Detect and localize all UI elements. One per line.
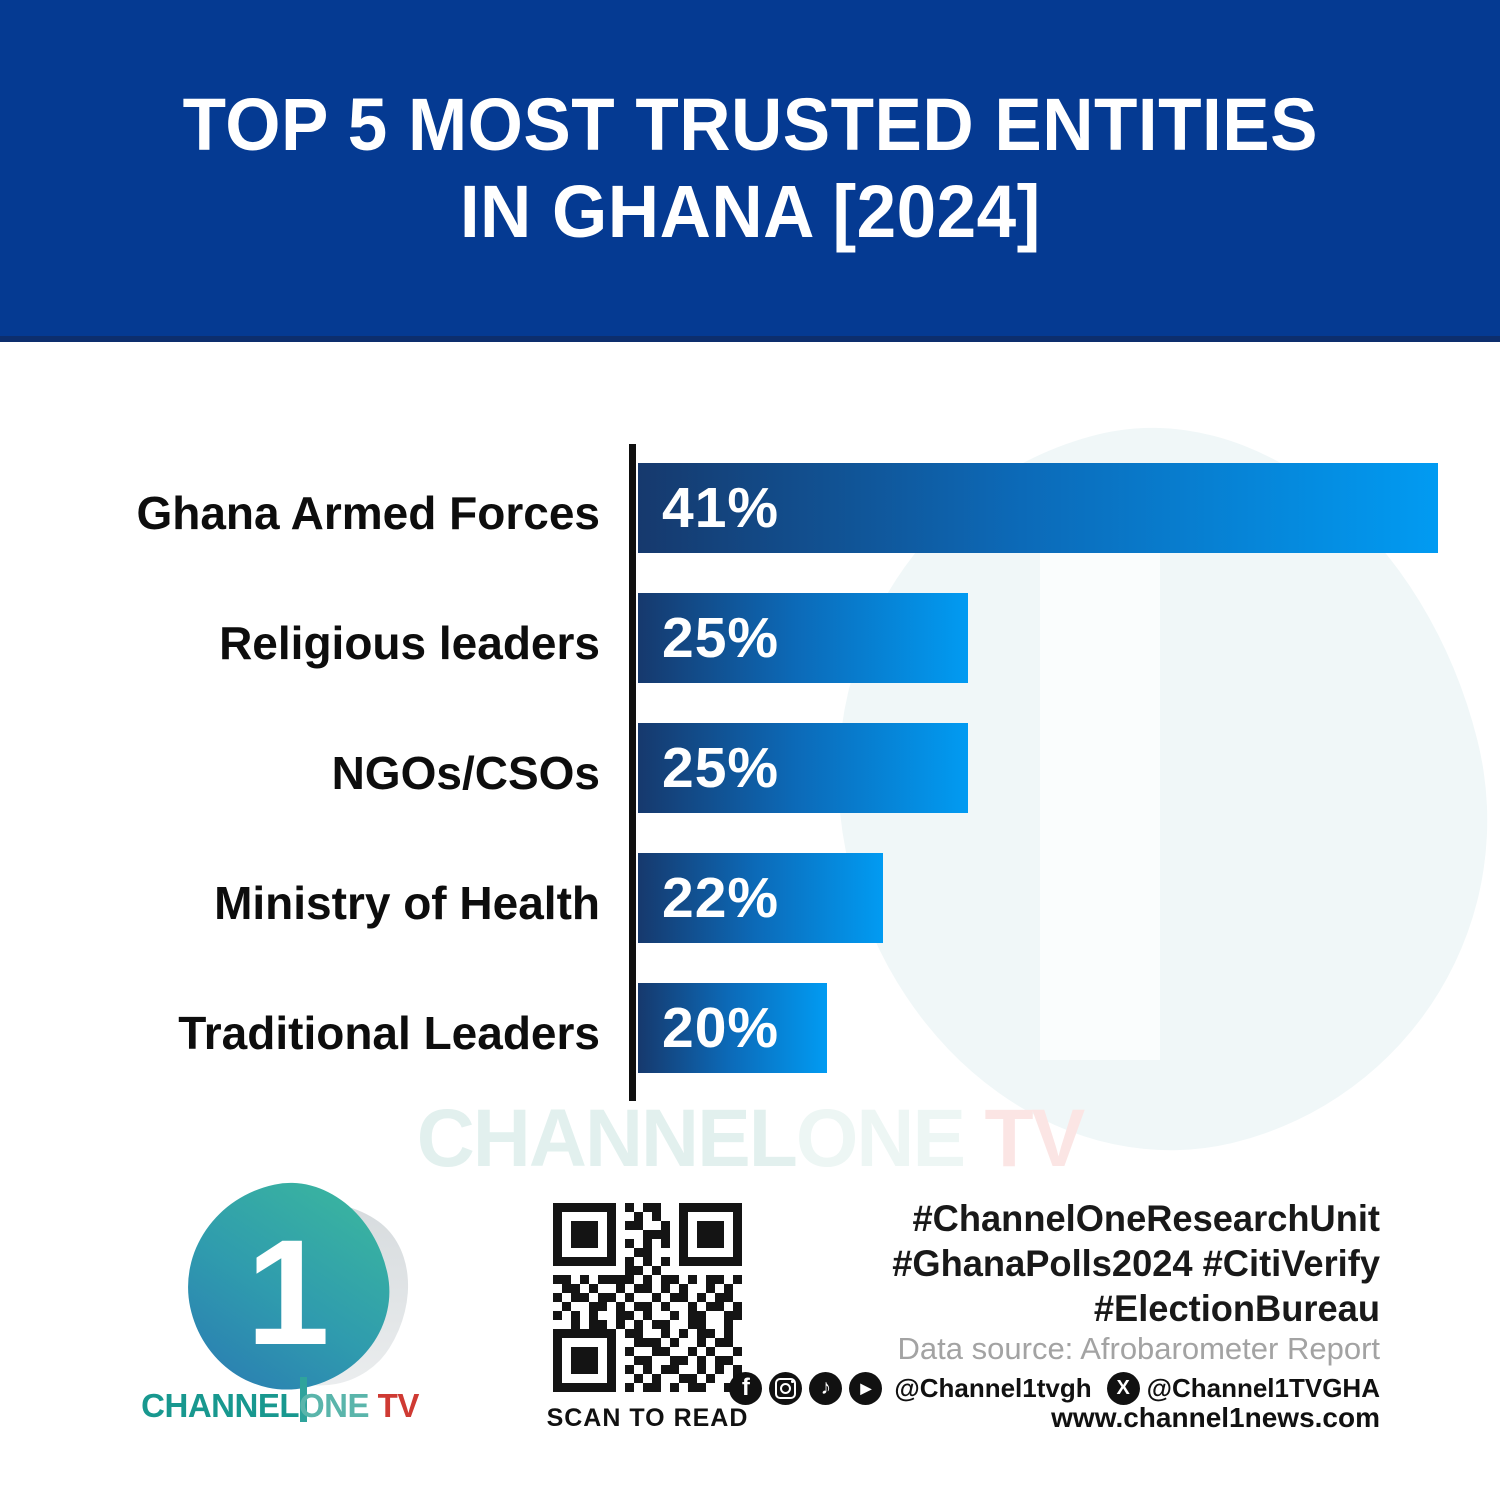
qr-code: [553, 1203, 742, 1392]
logo-wordmark: CHANNELONE TV: [140, 1387, 420, 1425]
data-source-note: Data source: Afrobarometer Report: [897, 1331, 1380, 1366]
hashtag-line-3: #ElectionBureau: [1093, 1288, 1380, 1329]
logo-wordmark-tv: TV: [369, 1387, 420, 1424]
page-title: TOP 5 MOST TRUSTED ENTITIES IN GHANA [20…: [182, 81, 1317, 256]
hashtag-line-2: #GhanaPolls2024 #CitiVerify: [892, 1243, 1380, 1284]
watermark-tv: TV: [964, 1093, 1085, 1184]
logo-numeral-stem: [300, 1377, 307, 1422]
category-label-traditional-leaders: Traditional Leaders: [178, 1007, 600, 1059]
hashtag-line-1: #ChannelOneResearchUnit: [912, 1198, 1380, 1239]
tiktok-icon: ♪: [809, 1371, 843, 1405]
bar-religious-leaders: 25%: [638, 593, 968, 683]
chart-axis-line: [629, 444, 636, 1101]
bar-ngos-csos: 25%: [638, 723, 968, 813]
x-twitter-icon: X: [1106, 1371, 1140, 1405]
logo-wordmark-one: ONE: [298, 1387, 370, 1424]
category-label-ngos-csos: NGOs/CSOs: [331, 747, 600, 799]
logo-numeral: 1: [246, 1208, 330, 1376]
bar-ghana-armed-forces: 41%: [638, 463, 1438, 553]
bar-ministry-of-health: 22%: [638, 853, 883, 943]
value-label-ministry-of-health: 22%: [662, 866, 780, 930]
header-banner: TOP 5 MOST TRUSTED ENTITIES IN GHANA [20…: [0, 0, 1500, 342]
instagram-icon: [769, 1371, 803, 1405]
page-title-line1: TOP 5 MOST TRUSTED ENTITIES: [182, 82, 1318, 166]
channelone-text-watermark: CHANNELONE TV: [15, 1092, 1485, 1186]
facebook-icon: f: [729, 1371, 763, 1405]
qr-caption: SCAN TO READ: [546, 1404, 749, 1432]
background-logo-watermark-band: [1040, 500, 1160, 1060]
value-label-ghana-armed-forces: 41%: [662, 476, 780, 540]
logo-wordmark-channel: CHANNEL: [141, 1387, 299, 1424]
social-handle-main: @Channel1tvgh: [894, 1372, 1092, 1403]
social-handle-x: @Channel1TVGHA: [1146, 1372, 1380, 1403]
bar-traditional-leaders: 20%: [638, 983, 827, 1073]
watermark-channel: CHANNEL: [416, 1093, 798, 1184]
value-label-traditional-leaders: 20%: [662, 996, 780, 1060]
channel-one-logo: 1 CHANNELONE TV: [140, 1165, 444, 1427]
category-label-ghana-armed-forces: Ghana Armed Forces: [136, 487, 600, 539]
hashtags-block: #ChannelOneResearchUnit #GhanaPolls2024 …: [694, 1196, 1380, 1331]
page-title-line2: IN GHANA [2024]: [459, 170, 1041, 253]
youtube-icon: ▶: [849, 1371, 883, 1405]
social-row: f ♪ ▶ @Channel1tvgh X @Channel1TVGHA: [729, 1370, 1380, 1406]
category-label-ministry-of-health: Ministry of Health: [214, 877, 600, 929]
value-label-ngos-csos: 25%: [662, 736, 780, 800]
value-label-religious-leaders: 25%: [662, 606, 780, 670]
website-url: www.channel1news.com: [1051, 1402, 1380, 1433]
watermark-one: ONE: [795, 1093, 966, 1184]
category-label-religious-leaders: Religious leaders: [219, 617, 600, 669]
